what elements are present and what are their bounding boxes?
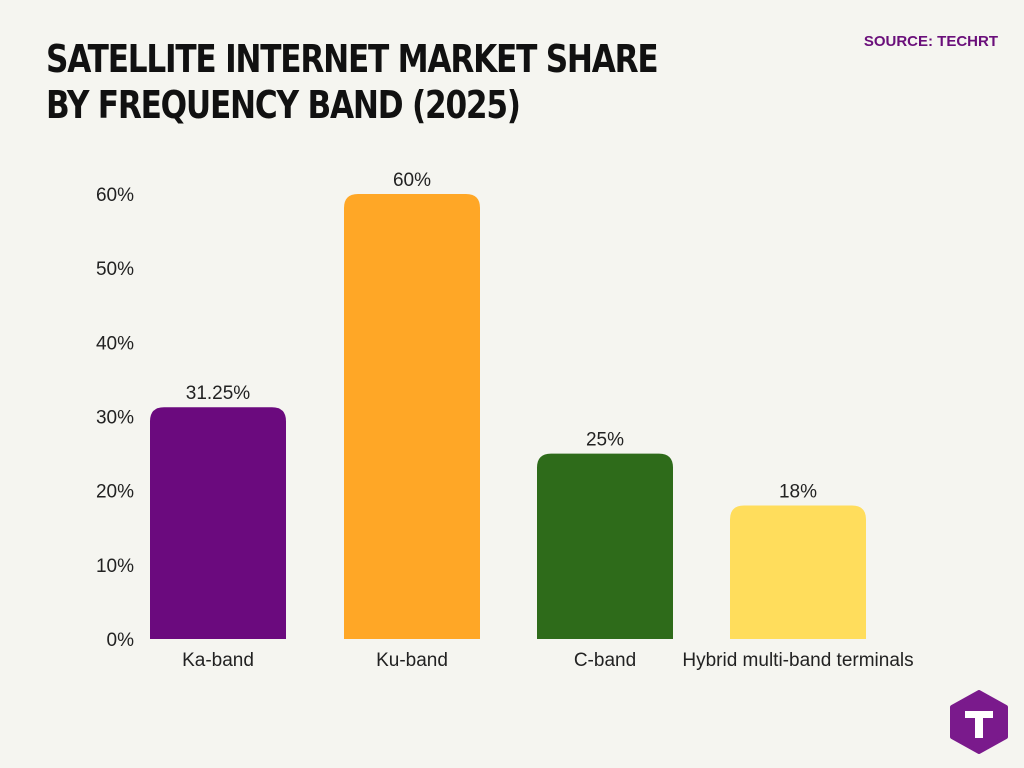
bar-ku-band <box>344 194 480 639</box>
x-category-label: Hybrid multi-band terminals <box>682 650 913 671</box>
y-tick-label: 0% <box>107 630 135 651</box>
bar-value-label: 18% <box>779 482 817 503</box>
x-category-label: Ku-band <box>376 650 448 671</box>
source-label: SOURCE: TECHRT <box>863 33 998 50</box>
bar-value-label: 25% <box>586 430 624 451</box>
y-tick-label: 10% <box>96 556 134 577</box>
chart-title: SATELLITE INTERNET MARKET SHARE BY FREQU… <box>46 37 659 127</box>
y-tick-label: 40% <box>96 333 134 354</box>
x-category-label: C-band <box>574 650 636 671</box>
bar-hybrid-multi-band-terminals <box>730 505 866 639</box>
y-tick-label: 60% <box>96 185 134 206</box>
y-tick-label: 20% <box>96 482 134 503</box>
y-tick-label: 50% <box>96 259 134 280</box>
techrt-logo-icon <box>950 690 1008 754</box>
x-category-label: Ka-band <box>182 650 254 671</box>
bar-c-band <box>537 453 673 639</box>
bar-ka-band <box>150 407 286 639</box>
bar-value-label: 31.25% <box>186 383 251 404</box>
y-tick-label: 30% <box>96 408 134 429</box>
bar-value-label: 60% <box>393 170 431 191</box>
